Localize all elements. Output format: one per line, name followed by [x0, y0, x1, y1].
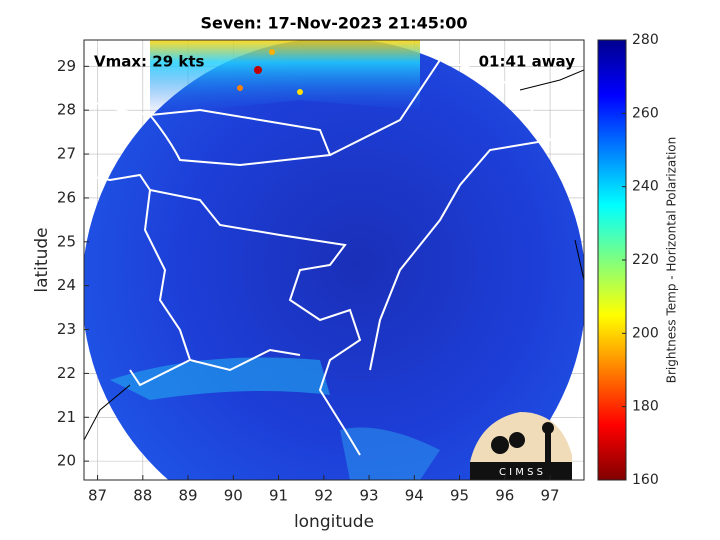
- x-tick-label: 94: [405, 487, 424, 505]
- y-tick-label: 29: [57, 57, 76, 75]
- colorbar-tick-label: 220: [632, 252, 659, 268]
- y-tick-label: 22: [57, 364, 76, 382]
- y-tick-label: 25: [57, 232, 76, 250]
- y-axis-label: latitude: [32, 227, 52, 292]
- y-tick-label: 28: [57, 101, 76, 119]
- colorbar-tick-label: 240: [632, 179, 659, 195]
- logo: C I M S S: [470, 412, 572, 480]
- colorbar-tick-label: 280: [632, 32, 659, 48]
- x-tick-label: 96: [495, 487, 514, 505]
- chart-title: Seven: 17-Nov-2023 21:45:00: [200, 14, 467, 33]
- y-tick-label: 26: [57, 188, 76, 206]
- x-tick-label: 88: [133, 487, 152, 505]
- x-tick-label: 95: [450, 487, 469, 505]
- colorbar: [597, 39, 627, 481]
- annotation: Vmax: 29 kts: [94, 53, 204, 71]
- colorbar-tick-label: 180: [632, 399, 659, 415]
- y-tick-label: 21: [57, 408, 76, 426]
- y-tick-label: 23: [57, 320, 76, 338]
- x-axis-label: longitude: [294, 512, 374, 532]
- imagery: [84, 40, 584, 480]
- colorbar-tick-label: 160: [632, 472, 659, 488]
- x-tick-label: 92: [314, 487, 333, 505]
- colorbar-tick-label: 260: [632, 105, 659, 121]
- x-tick-label: 90: [224, 487, 243, 505]
- colorbar-label: Brightness Temp - Horizontal Polarizatio…: [665, 137, 679, 384]
- y-tick-label: 24: [57, 276, 76, 294]
- annotation: 01:41 away: [479, 53, 576, 71]
- x-tick-label: 87: [88, 487, 107, 505]
- plot-frame: [83, 39, 585, 481]
- colorbar-tick-label: 200: [632, 325, 659, 341]
- x-tick-label: 89: [179, 487, 198, 505]
- y-tick-label: 20: [57, 452, 76, 470]
- x-tick-label: 93: [360, 487, 379, 505]
- logo-text: C I M S S: [499, 467, 543, 478]
- y-tick-label: 27: [57, 145, 76, 163]
- x-tick-label: 97: [541, 487, 560, 505]
- x-tick-label: 91: [269, 487, 288, 505]
